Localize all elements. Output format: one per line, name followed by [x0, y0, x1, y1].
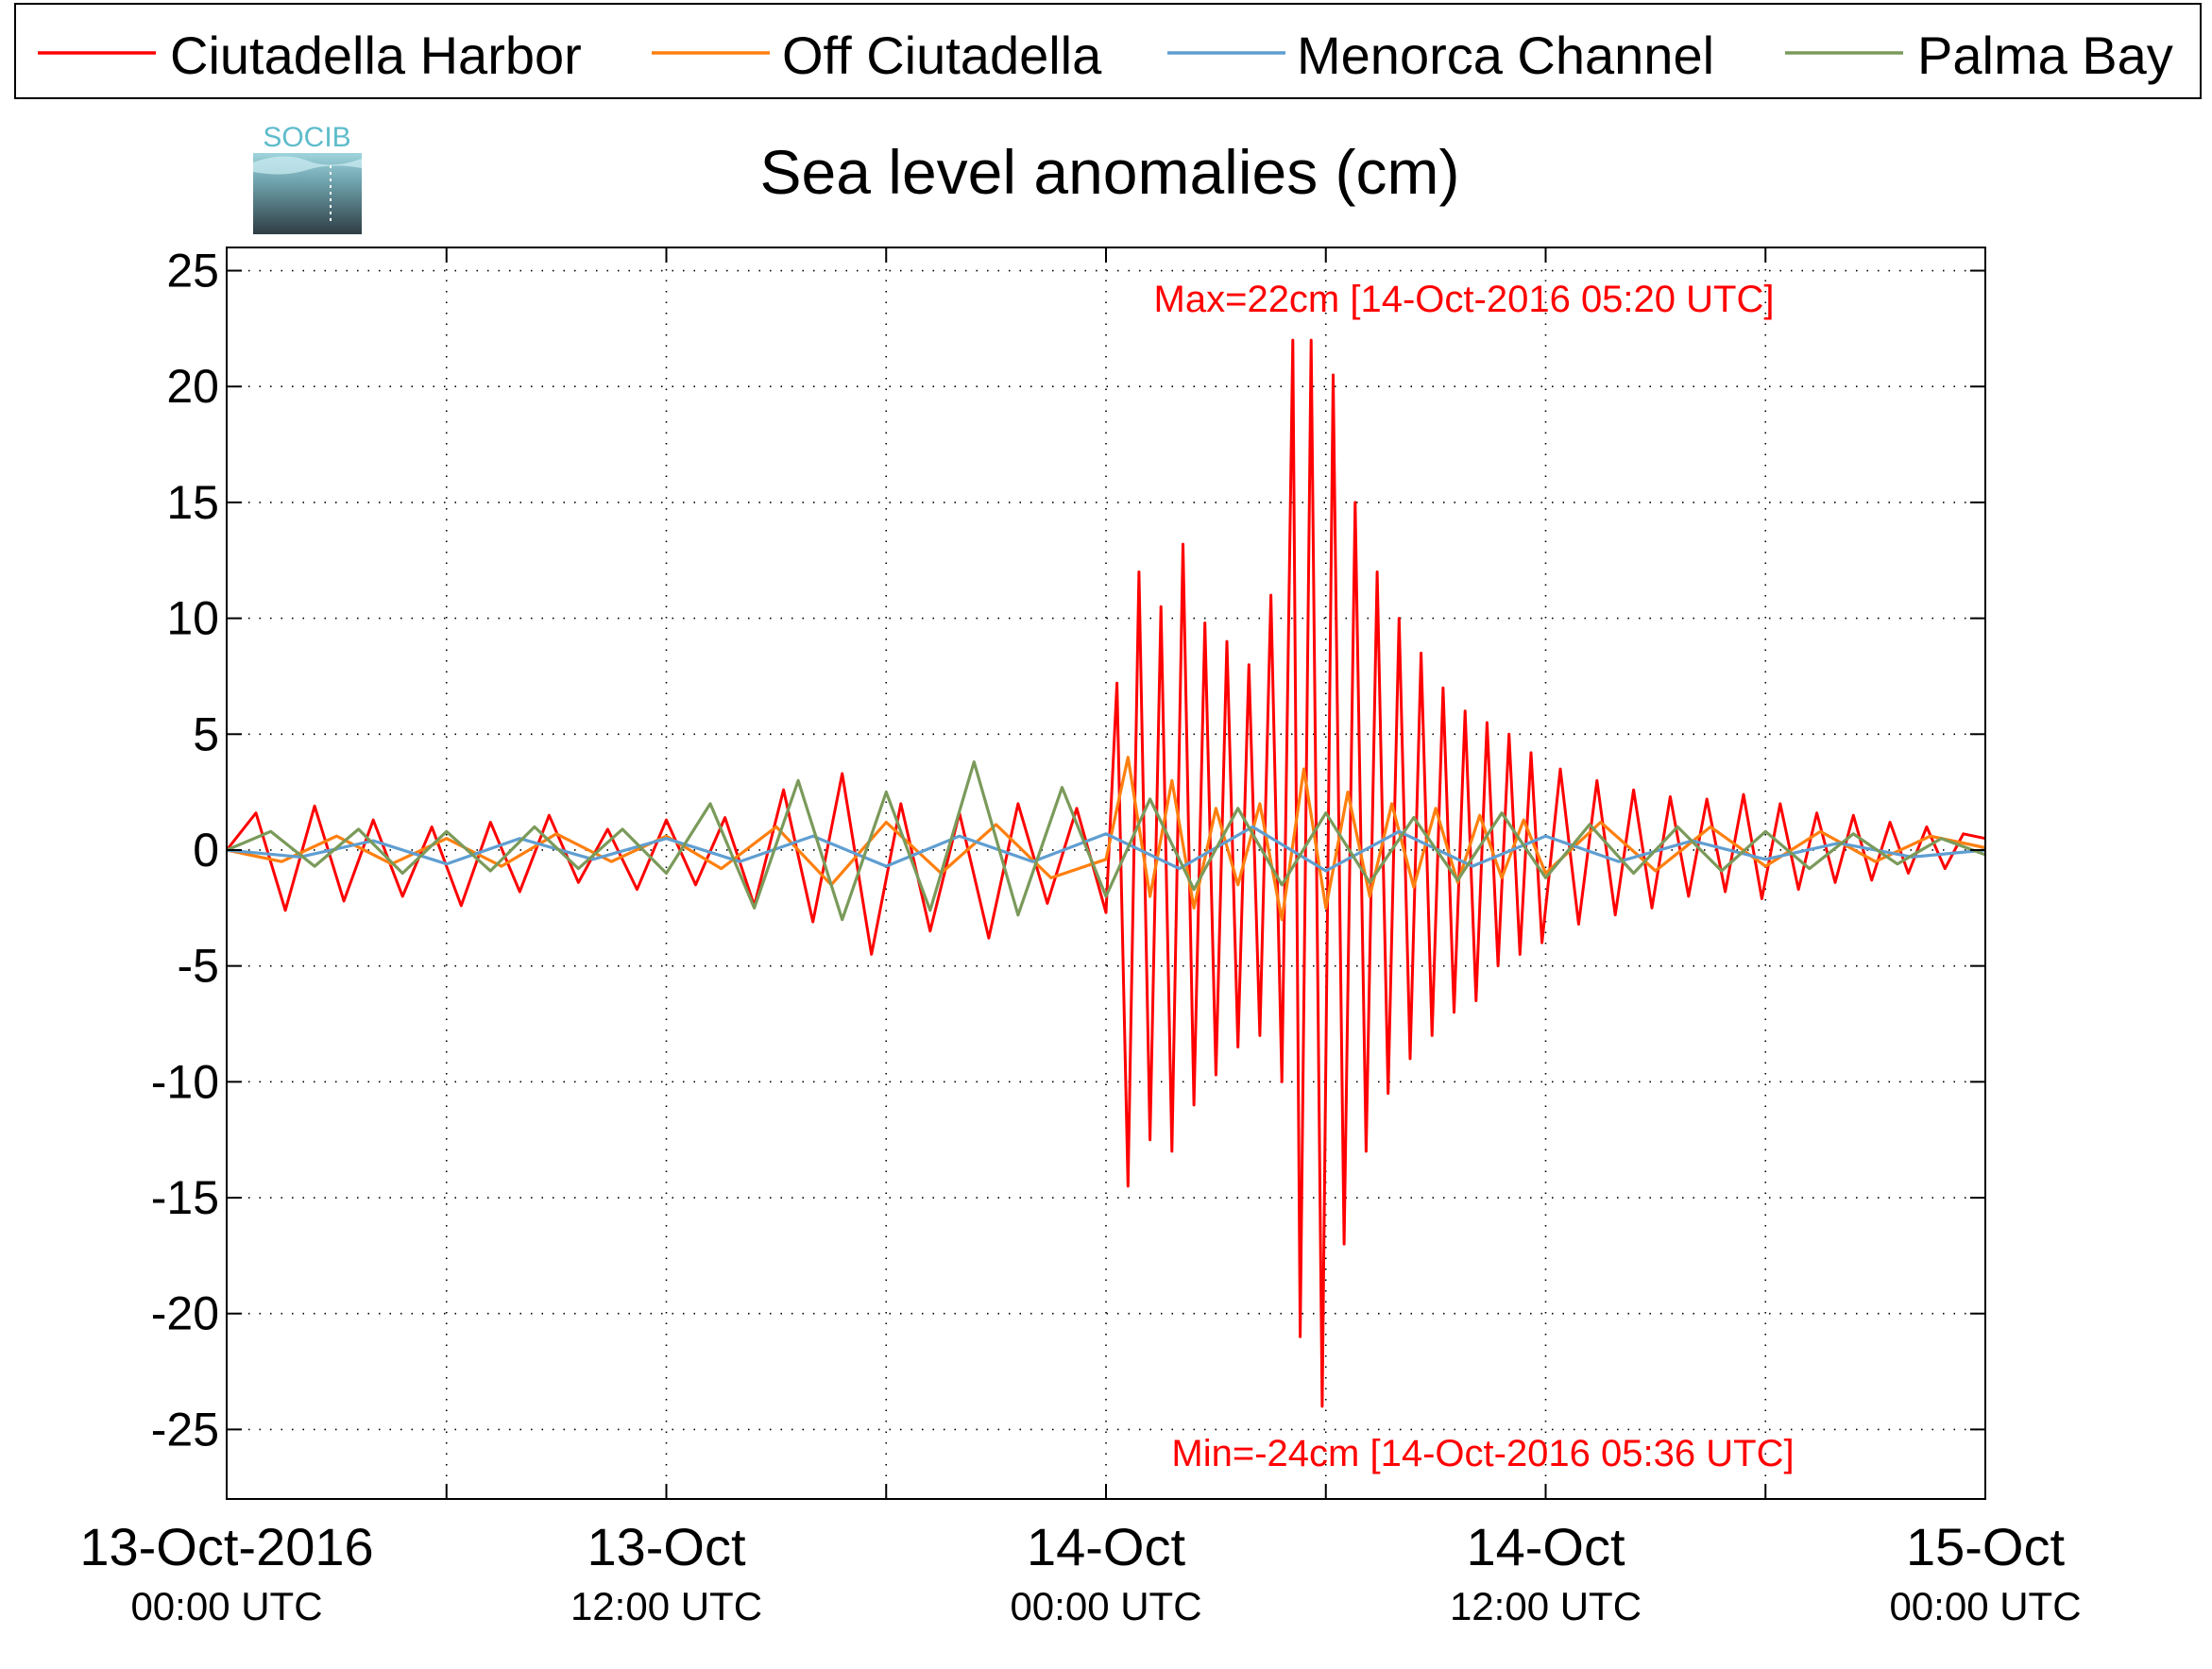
- x-tick-label-date: 15-Oct: [1906, 1517, 2065, 1576]
- y-tick-label: 20: [166, 360, 219, 413]
- socib-logo: SOCIB: [253, 122, 362, 234]
- x-tick-label-date: 13-Oct-2016: [79, 1517, 373, 1576]
- legend-box: [14, 3, 2202, 99]
- x-tick-label-time: 00:00 UTC: [1010, 1584, 1201, 1628]
- series-line-3: [226, 760, 1986, 922]
- legend-label: Palma Bay: [1917, 26, 2173, 85]
- x-tick-label-time: 12:00 UTC: [570, 1584, 762, 1628]
- y-tick-label: -10: [151, 1055, 219, 1108]
- x-tick-label-date: 14-Oct: [1027, 1517, 1185, 1576]
- series-layer: [225, 338, 1986, 1408]
- legend-label: Ciutadella Harbor: [170, 26, 582, 85]
- y-tick-label: 5: [193, 707, 219, 760]
- legend-label: Menorca Channel: [1297, 26, 1714, 85]
- legend-label: Off Ciutadella: [782, 26, 1102, 85]
- grid: [227, 247, 1985, 1499]
- x-tick-label-date: 14-Oct: [1466, 1517, 1625, 1576]
- series-line-1: [226, 756, 1986, 922]
- max-annotation: Max=22cm [14-Oct-2016 05:20 UTC]: [1154, 279, 1775, 320]
- y-tick-label: 25: [166, 245, 219, 298]
- x-tick-label-time: 00:00 UTC: [130, 1584, 322, 1628]
- x-tick-label-time: 00:00 UTC: [1889, 1584, 2081, 1628]
- logo-text: SOCIB: [263, 122, 350, 153]
- x-tick-label-date: 13-Oct: [587, 1517, 745, 1576]
- y-tick-label: -20: [151, 1287, 219, 1340]
- y-tick-label: 0: [193, 824, 219, 877]
- legend: Ciutadella Harbor Off Ciutadella Menorca C…: [14, 3, 2202, 99]
- y-tick-label: -5: [178, 940, 219, 993]
- chart-title: Sea level anomalies (cm): [760, 137, 1460, 207]
- min-annotation: Min=-24cm [14-Oct-2016 05:36 UTC]: [1171, 1433, 1794, 1474]
- x-tick-label-time: 12:00 UTC: [1450, 1584, 1642, 1628]
- ticks: [226, 247, 1986, 1499]
- x-axis-tick-labels: 13-Oct-2016 00:00 UTC 13-Oct 12:00 UTC 14-Oc…: [79, 1517, 2081, 1628]
- y-tick-label: -15: [151, 1171, 219, 1224]
- y-tick-label: 10: [166, 592, 219, 645]
- series-line-0: [225, 338, 1986, 1408]
- y-tick-label: -25: [151, 1403, 219, 1456]
- y-axis-tick-labels: 25 20 15 10 5 0 -5 -10 -15 -20 -25: [151, 245, 219, 1456]
- y-tick-label: 15: [166, 476, 219, 529]
